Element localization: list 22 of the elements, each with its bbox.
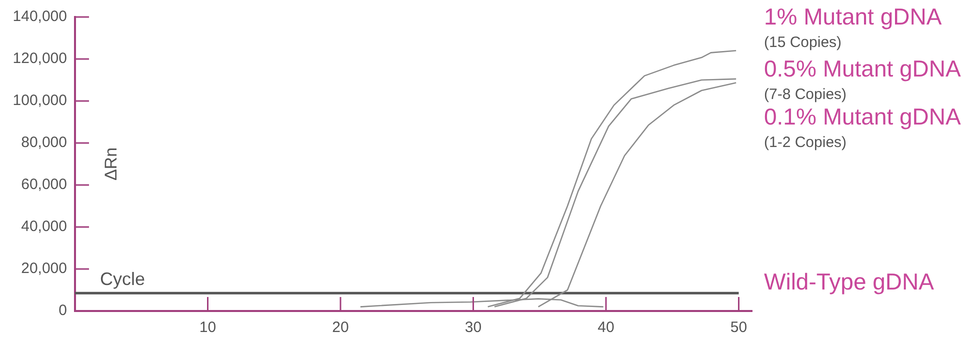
text: (7-8 Copies) xyxy=(764,86,847,104)
y-tick-label: 80,000 xyxy=(21,134,67,152)
y-tick-label: 60,000 xyxy=(21,176,67,194)
x-axis-title: Cycle xyxy=(100,268,146,289)
y-axis-title: ΔRn xyxy=(102,147,121,181)
text: (1-2 Copies) xyxy=(764,134,847,152)
y-tick-label: 20,000 xyxy=(21,260,67,278)
series-label: Wild-Type gDNA xyxy=(764,268,935,294)
series-label: 0.1% Mutant gDNA xyxy=(764,103,962,130)
y-tick-label: 100,000 xyxy=(12,92,67,110)
y-tick-label: 40,000 xyxy=(21,218,67,236)
x-tick-label: 50 xyxy=(730,319,748,336)
x-tick-label: 30 xyxy=(464,319,482,336)
text: (15 Copies) xyxy=(764,34,842,52)
series-label: 1% Mutant gDNA xyxy=(764,3,942,30)
y-tick-label: 120,000 xyxy=(12,50,67,68)
y-tick-label: 140,000 xyxy=(12,8,67,26)
y-tick-label: 0 xyxy=(58,302,67,320)
x-tick-label: 10 xyxy=(199,319,216,336)
series-label: 0.5% Mutant gDNA xyxy=(764,55,962,82)
x-tick-label: 20 xyxy=(332,319,349,336)
x-tick-label: 40 xyxy=(598,319,614,336)
